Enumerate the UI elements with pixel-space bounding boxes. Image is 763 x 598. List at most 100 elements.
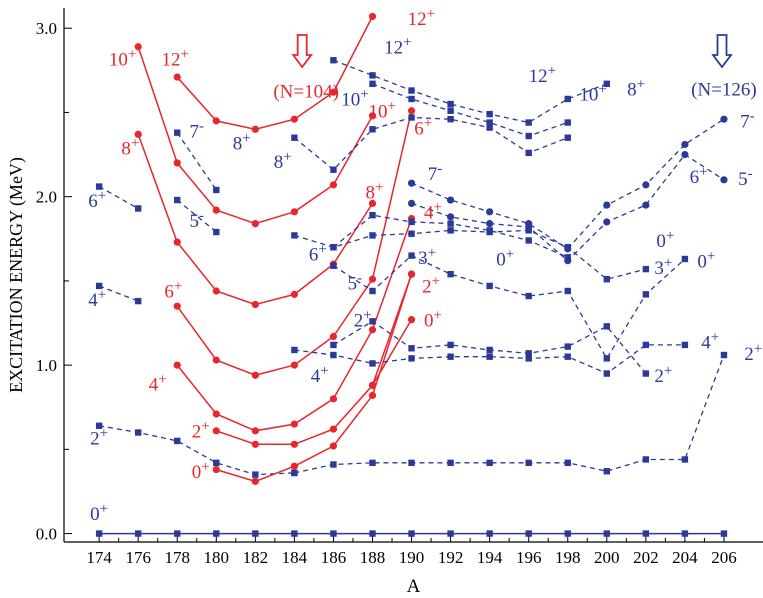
series-4-point [329, 425, 338, 433]
level-label-parity: + [388, 98, 396, 114]
level-label: 6+ [88, 188, 106, 212]
level-label-value: 2 [654, 366, 664, 387]
x-tick-label: 202 [633, 548, 659, 567]
level-label-parity: + [360, 87, 368, 103]
level-label-parity: + [375, 179, 383, 195]
level-label: 8+ [365, 179, 383, 203]
level-label-value: 12 [162, 49, 181, 70]
series-21-point [486, 110, 493, 118]
level-label: 5- [190, 208, 205, 232]
series-18-point [642, 265, 650, 273]
series-22-point [564, 119, 571, 126]
series-21-point [408, 87, 415, 94]
level-label: 0+ [192, 459, 210, 483]
x-tick-label: 178 [164, 548, 190, 567]
series-7-point [368, 199, 377, 208]
series-8-point [173, 159, 181, 167]
series-23-point [407, 179, 416, 187]
level-label-parity: + [100, 501, 108, 517]
series-16-point [642, 370, 650, 377]
series-1-line [98, 425, 295, 476]
series-23-point [603, 201, 611, 209]
level-label: 12+ [529, 63, 556, 87]
level-label-value: 7 [740, 112, 750, 133]
level-label: 6+ [309, 242, 327, 266]
series-19-point [369, 211, 376, 219]
level-label-value: 8 [365, 182, 375, 203]
level-label: 0+ [656, 228, 674, 252]
level-label-value: 2 [192, 422, 202, 443]
series-4-point [251, 440, 259, 448]
series-19-point [330, 244, 337, 251]
level-label: 2+ [422, 274, 440, 298]
level-label-value: 10 [369, 101, 388, 122]
level-label-parity: + [98, 188, 106, 204]
level-label-parity: - [750, 109, 755, 125]
series-22-point [525, 132, 532, 140]
level-label: 3+ [418, 245, 436, 269]
series-15-point [330, 351, 337, 359]
series-19-point [408, 218, 415, 226]
level-label-value: 0 [697, 251, 707, 272]
level-label: 4+ [701, 329, 719, 353]
series-18-point [603, 276, 610, 283]
series-21-point [564, 95, 571, 103]
series-24-point [564, 257, 572, 265]
series-2-point [330, 461, 337, 468]
level-label: 2+ [654, 363, 672, 387]
level-label-parity: + [318, 242, 326, 258]
series-0-point [330, 530, 337, 537]
series-9-point [329, 88, 338, 96]
series-20-point [369, 126, 376, 133]
x-tick-label: 194 [477, 548, 503, 567]
level-label-parity: + [403, 34, 411, 50]
y-axis-title: EXCITATION ENERGY (MeV) [6, 157, 27, 393]
series-15-point [447, 353, 454, 360]
x-tick-label: 200 [594, 548, 620, 567]
series-5-point [251, 427, 259, 435]
series-17-point [681, 255, 689, 263]
series-12-point [134, 205, 142, 212]
series-24-point [525, 223, 533, 231]
series-20-point [408, 114, 415, 121]
level-label: 2+ [90, 425, 108, 449]
series-21-point [525, 119, 532, 126]
level-label: 2+ [192, 419, 210, 443]
level-label-value: 6 [88, 191, 98, 212]
level-label: 4+ [88, 287, 106, 311]
series-15-point [408, 355, 415, 362]
series-15-point [525, 355, 532, 362]
level-label-parity: + [201, 419, 209, 435]
series-5-point [173, 361, 181, 369]
series-22-point [369, 80, 376, 88]
level-label-value: 0 [656, 231, 666, 252]
series-0-point [447, 530, 454, 537]
series-2-point [369, 459, 376, 467]
level-label: 0+ [424, 307, 442, 331]
series-15-point [681, 341, 689, 349]
series-24-point [681, 150, 689, 159]
series-22-point [486, 119, 493, 126]
series-23-point [486, 208, 494, 216]
down-arrow-icon [291, 34, 314, 69]
level-label-value: 6 [414, 118, 424, 139]
series-17-point [525, 292, 532, 300]
series-20-point [486, 124, 493, 131]
series-14-point [174, 129, 181, 136]
series-23-point [681, 140, 689, 149]
series-2-point [408, 459, 415, 467]
series-11-line [98, 285, 139, 302]
level-label: 7- [428, 161, 443, 185]
series-0-point [134, 530, 142, 537]
series-17-point [447, 270, 454, 278]
series-6-point [290, 361, 298, 369]
series-16-point [408, 345, 415, 352]
level-label-value: 8 [233, 134, 243, 155]
x-tick-label: 196 [516, 548, 542, 567]
y-tick-label: 3.0 [36, 19, 57, 38]
series-0-point [486, 530, 493, 537]
series-15-line [294, 344, 685, 375]
series-18-point [447, 227, 454, 234]
series-0-point [720, 530, 728, 537]
